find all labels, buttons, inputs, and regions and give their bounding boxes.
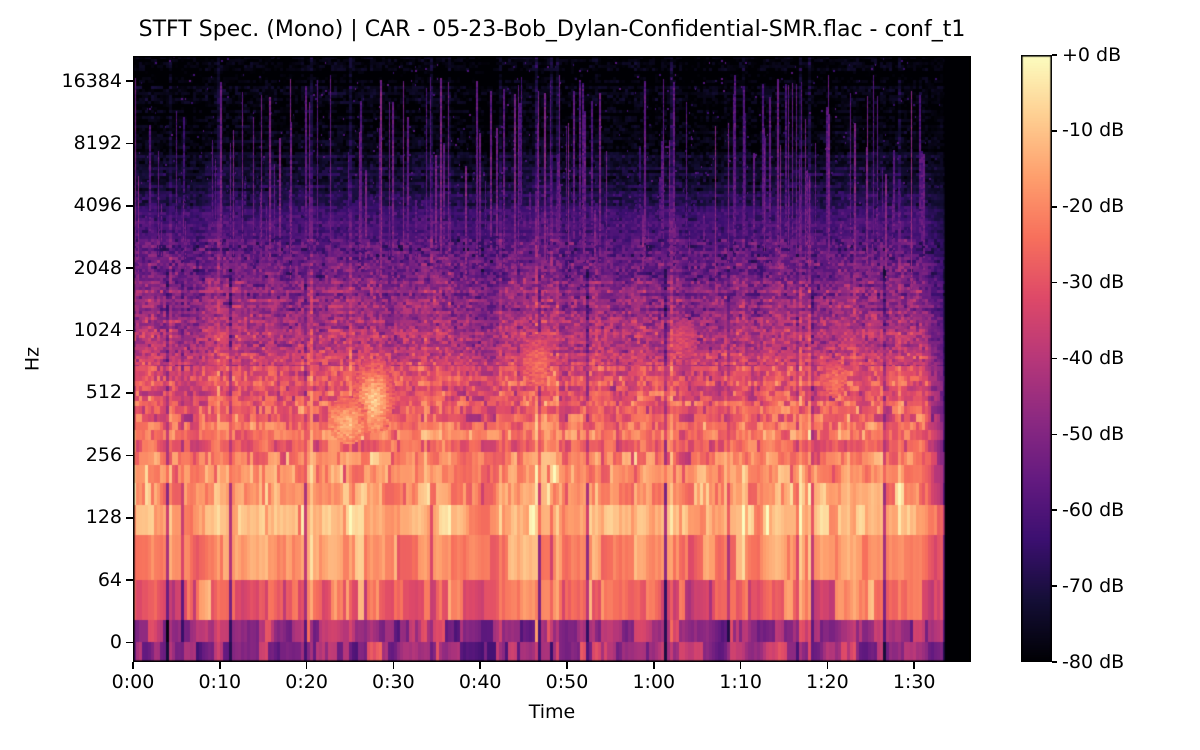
x-tick-label: 0:10 xyxy=(198,671,242,693)
colorbar-tick-label: -60 dB xyxy=(1062,498,1125,521)
spectrogram-plot-area xyxy=(133,56,971,662)
y-tick-mark xyxy=(126,267,133,269)
colorbar-tick-label: +0 dB xyxy=(1062,43,1122,66)
y-tick-mark xyxy=(126,329,133,332)
x-tick-mark xyxy=(132,662,134,669)
colorbar-tick-mark xyxy=(1052,130,1057,132)
x-tick-label: 1:00 xyxy=(632,671,676,693)
y-tick-mark xyxy=(126,392,133,394)
y-tick-mark xyxy=(126,641,133,644)
y-tick-label: 128 xyxy=(85,506,122,529)
colorbar-tick-label: -50 dB xyxy=(1062,422,1125,445)
x-tick-mark xyxy=(653,662,655,669)
colorbar-tick-mark xyxy=(1052,509,1057,512)
x-axis-label: Time xyxy=(528,701,576,723)
colorbar-tick-mark xyxy=(1052,205,1057,208)
x-tick-mark xyxy=(913,662,915,669)
x-tick-label: 1:30 xyxy=(892,671,936,693)
x-tick-mark xyxy=(739,662,742,669)
y-tick-mark xyxy=(126,80,133,82)
colorbar-tick-mark xyxy=(1052,357,1057,360)
colorbar-tick-mark xyxy=(1052,54,1057,56)
x-tick-mark xyxy=(826,662,829,669)
y-tick-mark xyxy=(126,579,133,581)
y-tick-label: 0 xyxy=(109,631,122,654)
x-tick-label: 0:40 xyxy=(458,671,502,693)
y-tick-mark xyxy=(126,205,133,207)
colorbar-tick-mark xyxy=(1052,661,1057,663)
y-tick-label: 256 xyxy=(85,443,122,466)
y-tick-label: 2048 xyxy=(73,256,122,279)
colorbar-tick-mark xyxy=(1052,281,1057,284)
spectrogram-canvas xyxy=(133,56,971,662)
chart-title: STFT Spec. (Mono) | CAR - 05-23-Bob_Dyla… xyxy=(138,17,966,42)
colorbar-tick-mark xyxy=(1052,585,1057,587)
colorbar-tick-label: -10 dB xyxy=(1062,119,1125,142)
y-tick-mark xyxy=(126,516,133,519)
x-tick-mark xyxy=(479,662,481,669)
x-tick-label: 0:50 xyxy=(545,671,589,693)
colorbar-tick-label: -80 dB xyxy=(1062,650,1125,673)
y-tick-label: 4096 xyxy=(73,194,122,217)
colorbar-tick-label: -40 dB xyxy=(1062,347,1125,369)
x-tick-label: 1:10 xyxy=(719,671,762,693)
y-tick-mark xyxy=(126,142,133,145)
x-tick-label: 0:30 xyxy=(372,671,415,693)
y-tick-mark xyxy=(126,454,133,457)
y-axis-label: Hz xyxy=(21,346,44,372)
colorbar-tick-label: -20 dB xyxy=(1062,195,1125,218)
colorbar xyxy=(1021,55,1052,662)
y-tick-label: 1024 xyxy=(73,319,122,342)
colorbar-tick-label: -30 dB xyxy=(1062,271,1125,294)
colorbar-tick-mark xyxy=(1052,433,1057,436)
x-tick-mark xyxy=(305,662,308,669)
y-tick-label: 512 xyxy=(85,381,122,404)
x-tick-mark xyxy=(219,662,221,669)
x-tick-label: 1:20 xyxy=(806,671,849,693)
x-tick-label: 0:20 xyxy=(285,671,328,693)
y-tick-label: 16384 xyxy=(61,69,122,92)
y-tick-label: 8192 xyxy=(73,131,122,154)
colorbar-tick-label: -70 dB xyxy=(1062,574,1125,597)
x-tick-mark xyxy=(392,662,395,669)
colorbar-canvas xyxy=(1021,55,1052,662)
y-tick-label: 64 xyxy=(97,568,122,591)
x-tick-mark xyxy=(566,662,568,669)
x-tick-label: 0:00 xyxy=(111,671,155,693)
